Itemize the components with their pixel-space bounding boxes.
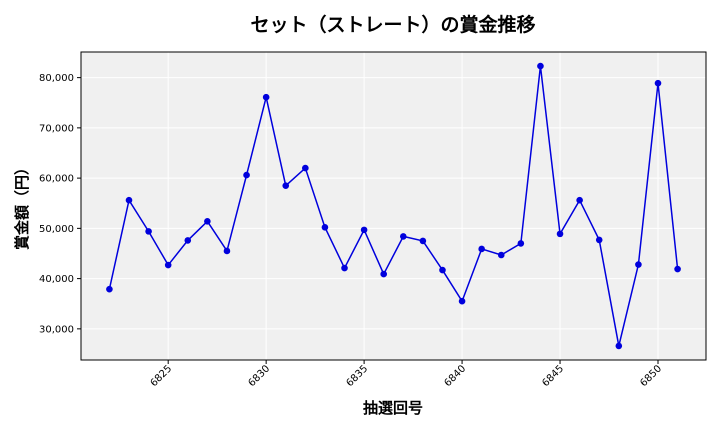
y-tick-label: 40,000 [39, 274, 74, 285]
y-tick-label: 50,000 [39, 224, 74, 235]
x-tick-label: 6825 [149, 363, 175, 389]
y-tick-label: 30,000 [39, 324, 74, 335]
plot-background [81, 52, 706, 360]
x-tick-label: 6835 [344, 363, 370, 389]
data-point [145, 228, 152, 235]
y-tick-label: 60,000 [39, 174, 74, 185]
data-point [380, 270, 388, 278]
data-point [223, 247, 231, 255]
series-line [108, 65, 679, 347]
data-point [576, 196, 583, 204]
data-point [184, 237, 192, 244]
chart-title: セット（ストレート）の賞金推移 [250, 13, 535, 36]
x-tick-label: 6845 [540, 363, 566, 389]
y-tick-label: 70,000 [39, 123, 74, 134]
y-tick-label: 80,000 [39, 73, 74, 84]
data-point [321, 224, 329, 231]
data-point [204, 218, 211, 225]
x-tick-label: 6850 [638, 363, 664, 389]
data-point [674, 265, 681, 273]
data-points [106, 62, 681, 350]
data-point [262, 93, 270, 101]
data-point [635, 261, 642, 268]
data-point [341, 264, 348, 272]
y-axis-ticks: 30,000 40,000 50,000 60,000 70,000 80,000 [39, 73, 81, 335]
data-point [537, 62, 544, 70]
data-point [497, 251, 505, 259]
plot-frame [80, 51, 707, 361]
data-point [556, 230, 564, 238]
data-point [125, 196, 133, 204]
data-point [654, 79, 662, 87]
data-point [164, 261, 172, 269]
data-point [419, 237, 427, 245]
data-point [517, 240, 525, 247]
data-point [458, 297, 466, 305]
data-point [595, 236, 603, 244]
data-point [282, 182, 290, 189]
y-axis-label: 賞金額（円） [13, 160, 31, 250]
data-point [106, 285, 113, 293]
data-point [478, 245, 485, 253]
grid [81, 52, 706, 360]
data-point [302, 164, 309, 172]
x-tick-label: 6840 [442, 363, 468, 389]
data-point [615, 342, 623, 350]
x-tick-label: 6830 [246, 363, 272, 389]
data-point [439, 266, 446, 274]
data-point [399, 233, 407, 240]
data-point [243, 171, 250, 179]
data-point [360, 226, 368, 234]
x-axis-label: 抽選回号 [363, 399, 423, 417]
x-axis-ticks: 6825 6830 6835 6840 6845 6850 [149, 360, 664, 389]
